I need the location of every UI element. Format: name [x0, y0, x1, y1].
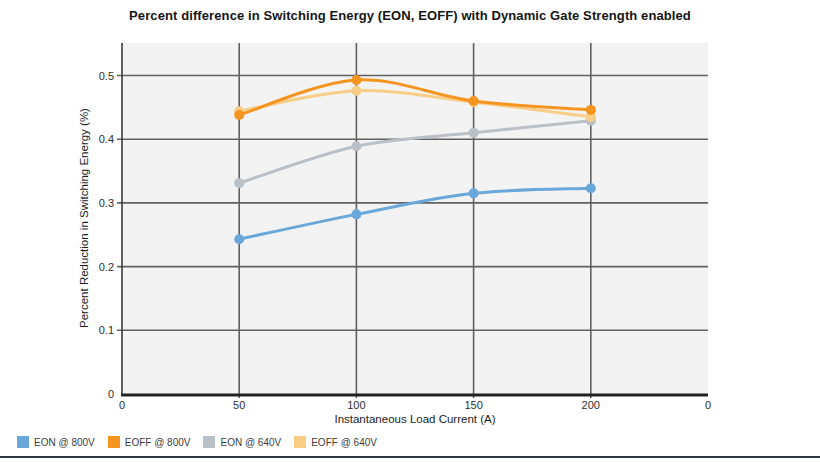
legend-label: EOFF @ 800V	[125, 437, 191, 448]
legend-item-eon-800v[interactable]: EON @ 800V	[17, 436, 95, 448]
y-tick-label: 0	[108, 388, 114, 400]
x-tick-label: 0	[119, 399, 125, 411]
legend-swatch-icon	[203, 436, 215, 448]
y-tick-label: 0.2	[99, 261, 114, 273]
data-point-marker[interactable]	[469, 188, 479, 198]
legend-label: EON @ 640V	[220, 437, 281, 448]
x-axis-title: Instantaneous Load Current (A)	[122, 413, 708, 425]
data-point-marker[interactable]	[469, 96, 479, 106]
x-tick-label: 50	[233, 399, 245, 411]
legend-swatch-icon	[108, 436, 120, 448]
legend-item-eoff-640v[interactable]: EOFF @ 640V	[294, 436, 377, 448]
legend-swatch-icon	[294, 436, 306, 448]
legend-item-eon-640v[interactable]: EON @ 640V	[203, 436, 281, 448]
x-tick-label: 200	[582, 399, 600, 411]
x-tick-label: 0	[705, 399, 711, 411]
data-point-marker[interactable]	[351, 209, 361, 219]
data-point-marker[interactable]	[234, 234, 244, 244]
data-point-marker[interactable]	[351, 75, 361, 85]
data-point-marker[interactable]	[234, 110, 244, 120]
data-point-marker[interactable]	[586, 183, 596, 193]
legend: EON @ 800V EOFF @ 800V EON @ 640V EOFF @ 64…	[17, 436, 377, 448]
legend-item-eoff-800v[interactable]: EOFF @ 800V	[108, 436, 191, 448]
y-tick-label: 0.3	[99, 197, 114, 209]
bottom-divider	[0, 456, 820, 458]
legend-swatch-icon	[17, 436, 29, 448]
chart-panel: Percent difference in Switching Energy (…	[0, 0, 820, 462]
data-point-marker[interactable]	[234, 178, 244, 188]
x-tick-label: 100	[347, 399, 365, 411]
data-point-marker[interactable]	[586, 105, 596, 115]
y-tick-label: 0.1	[99, 324, 114, 336]
data-point-marker[interactable]	[351, 86, 361, 96]
y-tick-label: 0.4	[99, 133, 114, 145]
legend-label: EON @ 800V	[34, 437, 95, 448]
x-tick-label: 150	[464, 399, 482, 411]
data-point-marker[interactable]	[351, 141, 361, 151]
data-point-marker[interactable]	[469, 128, 479, 138]
plot-area[interactable]: 0 0.1 0.2 0.3 0.4 0.5 0 50 100 150 200 0	[0, 0, 820, 434]
y-tick-label: 0.5	[99, 70, 114, 82]
legend-label: EOFF @ 640V	[311, 437, 377, 448]
